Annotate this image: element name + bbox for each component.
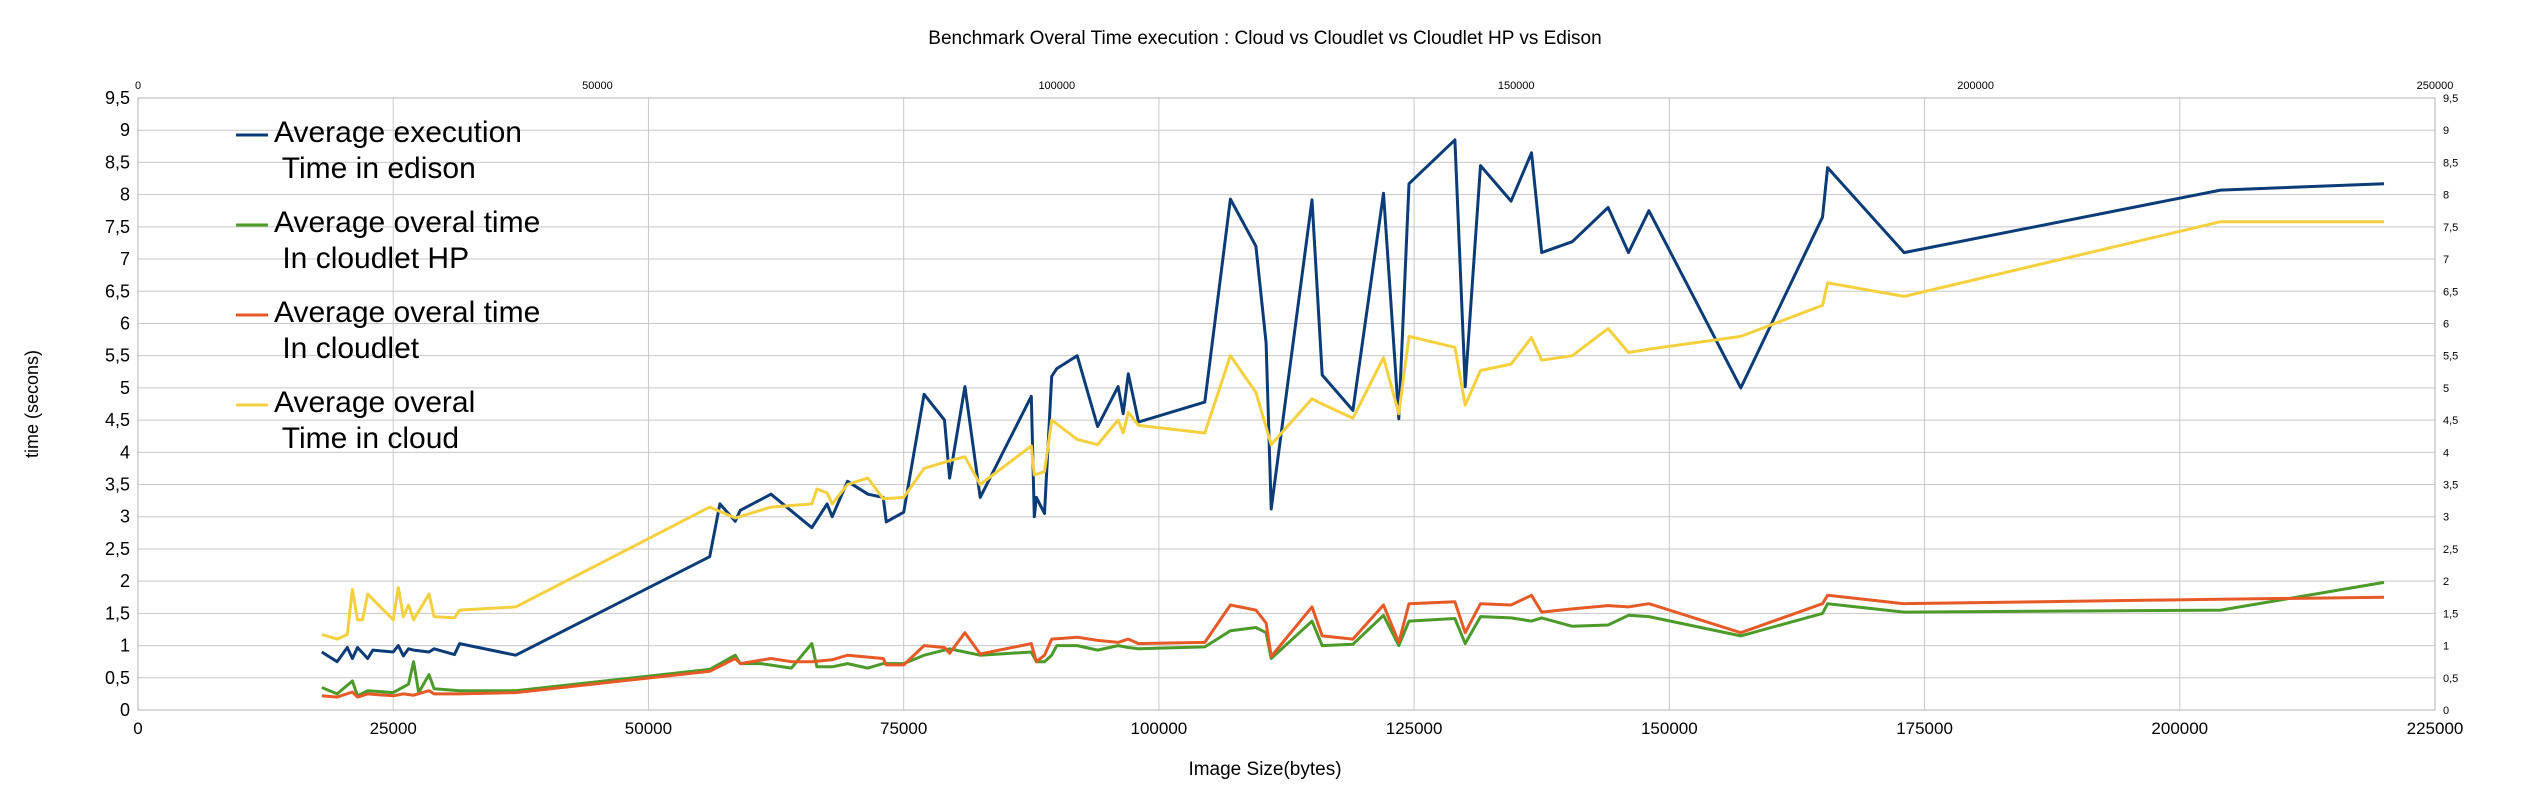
- y-tick-label-right-5: 2,5: [2443, 544, 2458, 556]
- legend-label-3: Average overal time In cloudlet: [274, 296, 540, 365]
- y-tick-label-left-13: 6,5: [105, 281, 130, 301]
- series-lines: [320, 138, 2385, 699]
- y-tick-label-left-6: 3: [120, 507, 130, 527]
- series-line-4: [321, 220, 2384, 641]
- y-tick-label-left-3: 1,5: [105, 603, 130, 623]
- y-tick-label-right-11: 5,5: [2443, 351, 2458, 363]
- y-tick-label-right-6: 3: [2443, 512, 2449, 524]
- legend-label-4: Average overal Time in cloud: [274, 386, 475, 455]
- chart-title: Benchmark Overal Time execution : Cloud …: [928, 28, 1601, 49]
- y-tick-label-right-16: 8: [2443, 190, 2449, 202]
- legend: Average execution Time in edison Average …: [236, 116, 540, 455]
- series-line-3: [321, 593, 2385, 699]
- x-axis-top-tick-labels: 0 50000 100000 150000 200000 250000: [135, 80, 2453, 92]
- y-tick-label-left-1: 0,5: [105, 668, 130, 688]
- x-tick-label-bottom-8: 200000: [2151, 719, 2208, 738]
- x-tick-label-top-5: 250000: [2417, 80, 2454, 92]
- y-tick-label-left-10: 5: [120, 378, 130, 398]
- y-tick-label-left-8: 4: [120, 442, 130, 462]
- y-tick-label-right-15: 7,5: [2443, 222, 2458, 234]
- x-tick-label-top-0: 0: [135, 80, 141, 92]
- y-tick-label-right-17: 8,5: [2443, 157, 2458, 169]
- y-tick-label-right-2: 1: [2443, 641, 2449, 653]
- x-axis-label: Image Size(bytes): [1188, 759, 1341, 780]
- y-tick-label-left-15: 7,5: [105, 217, 130, 237]
- y-tick-label-left-12: 6: [120, 313, 130, 333]
- x-tick-label-top-1: 50000: [582, 80, 613, 92]
- x-tick-label-bottom-4: 100000: [1131, 719, 1188, 738]
- y-tick-label-right-0: 0: [2443, 705, 2449, 717]
- y-tick-label-left-19: 9,5: [105, 88, 130, 108]
- y-tick-label-left-9: 4,5: [105, 410, 130, 430]
- x-tick-label-top-3: 150000: [1498, 80, 1535, 92]
- x-tick-label-bottom-3: 75000: [880, 719, 927, 738]
- y-tick-label-right-14: 7: [2443, 254, 2449, 266]
- y-tick-label-right-8: 4: [2443, 447, 2449, 459]
- y-tick-label-left-7: 3,5: [105, 475, 130, 495]
- y-tick-label-right-4: 2: [2443, 576, 2449, 588]
- y-tick-label-left-4: 2: [120, 571, 130, 591]
- y-tick-label-left-17: 8,5: [105, 152, 130, 172]
- series-line-2: [321, 580, 2385, 698]
- x-tick-label-bottom-9: 225000: [2407, 719, 2464, 738]
- y-tick-label-right-13: 6,5: [2443, 286, 2458, 298]
- plot-area-frame: [137, 97, 2436, 711]
- y-tick-label-right-9: 4,5: [2443, 415, 2458, 427]
- x-tick-label-top-4: 200000: [1957, 80, 1994, 92]
- y-tick-label-left-14: 7: [120, 249, 130, 269]
- y-axis-right-tick-labels: 0 0,5 1 1,5 2 2,5 3 3,5 4 4,5 5 5,5 6 6,5 7 7,5 8 8,5 9 9,5: [2443, 93, 2458, 717]
- y-tick-label-right-1: 0,5: [2443, 673, 2458, 685]
- y-axis-label: time (secons): [22, 350, 42, 458]
- y-tick-label-right-12: 6: [2443, 318, 2449, 330]
- x-tick-label-bottom-2: 50000: [625, 719, 672, 738]
- legend-label-1: Average execution Time in edison: [274, 116, 522, 185]
- x-tick-label-top-2: 100000: [1038, 80, 1075, 92]
- x-axis-bottom-tick-labels: 0 25000 50000 75000 100000 125000 150000 175000…: [133, 719, 2463, 738]
- y-tick-label-left-5: 2,5: [105, 539, 130, 559]
- y-tick-label-left-18: 9: [120, 120, 130, 140]
- y-tick-label-right-3: 1,5: [2443, 608, 2458, 620]
- y-tick-label-left-0: 0: [120, 700, 130, 720]
- x-tick-label-bottom-0: 0: [133, 719, 142, 738]
- y-axis-left-tick-labels: 0 0,5 1 1,5 2 2,5 3 3,5 4 4,5 5 5,5 6 6,5 7 7,5 8 8,5 9 9,5: [105, 88, 130, 720]
- x-tick-label-bottom-5: 125000: [1386, 719, 1443, 738]
- y-tick-label-left-11: 5,5: [105, 346, 130, 366]
- x-tick-label-bottom-1: 25000: [370, 719, 417, 738]
- x-tick-label-bottom-6: 150000: [1641, 719, 1698, 738]
- x-tick-label-bottom-7: 175000: [1896, 719, 1953, 738]
- y-tick-label-right-10: 5: [2443, 383, 2449, 395]
- y-tick-label-right-18: 9: [2443, 125, 2449, 137]
- y-tick-label-right-19: 9,5: [2443, 93, 2458, 105]
- y-tick-label-left-2: 1: [120, 636, 130, 656]
- legend-label-2: Average overal time In cloudlet HP: [274, 206, 540, 275]
- series-line-1: [320, 138, 2385, 664]
- y-tick-label-right-7: 3,5: [2443, 480, 2458, 492]
- y-tick-label-left-16: 8: [120, 185, 130, 205]
